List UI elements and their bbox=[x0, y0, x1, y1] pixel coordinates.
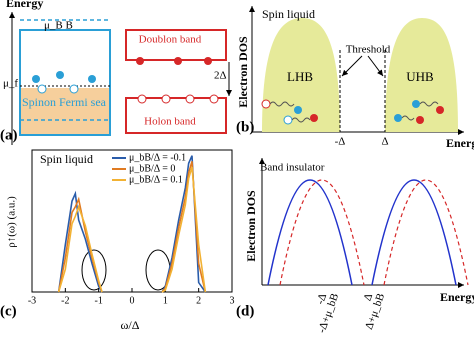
gap-label: 2Δ bbox=[214, 70, 227, 82]
x-label: Energy bbox=[440, 290, 474, 304]
axis-label: Energy bbox=[6, 0, 43, 10]
panel-label: (d) bbox=[236, 303, 254, 319]
panel-d: Band insulator Electron DOS Energy -Δ -Δ… bbox=[236, 158, 474, 335]
holon-label: Holon band bbox=[144, 116, 196, 128]
series-line bbox=[57, 166, 207, 293]
x-label: Energy bbox=[446, 136, 474, 150]
lhb-label: LHB bbox=[287, 69, 313, 84]
x-tick-label: -3 bbox=[28, 295, 36, 306]
panel-a: Energy μ_B B μ_f Spinon Fermi sea Doublo… bbox=[0, 0, 232, 145]
legend-label: μ_bB/Δ = -0.1 bbox=[129, 152, 186, 163]
panel-label: (b) bbox=[236, 119, 254, 135]
panel-c: Spin liquid ρ↑(ω) (a.u.) ω/Δ (c) -3 -2 -1 0… bbox=[0, 149, 235, 332]
legend-label: μ_bB/Δ = 0 bbox=[129, 163, 175, 174]
fermi-label: μ_f bbox=[3, 78, 18, 90]
legend-label: μ_bB/Δ = 0.1 bbox=[129, 174, 183, 185]
panel-title: Band insulator bbox=[260, 162, 325, 174]
tick-label: Δ bbox=[362, 292, 376, 303]
spinon-label: Spinon Fermi sea bbox=[22, 95, 107, 109]
x-tick-label: 3 bbox=[230, 295, 235, 306]
x-tick-label: -2 bbox=[61, 295, 69, 306]
x-tick-label: 0 bbox=[130, 295, 135, 306]
y-label: Electron DOS bbox=[236, 36, 250, 108]
tick-label: -Δ bbox=[335, 136, 346, 148]
y-label: Electron DOS bbox=[244, 190, 258, 262]
x-tick-label: 2 bbox=[196, 295, 201, 306]
panel-b: Threshold Spin liquid Electron DOS Energ… bbox=[236, 6, 474, 150]
zeeman-label: μ_B B bbox=[44, 20, 73, 32]
threshold-label: Threshold bbox=[346, 44, 391, 56]
panel-title: Spin liquid bbox=[262, 7, 315, 21]
x-axis-label: ω/Δ bbox=[121, 318, 140, 332]
y-axis-label: ρ↑(ω) (a.u.) bbox=[6, 196, 18, 248]
doublon-label: Doublon band bbox=[139, 34, 202, 46]
x-tick-label: -1 bbox=[94, 295, 102, 306]
uhb-label: UHB bbox=[406, 69, 434, 84]
tick-label: Δ bbox=[381, 136, 388, 148]
tick-label: -Δ bbox=[314, 292, 329, 306]
panel-label: (c) bbox=[0, 303, 17, 319]
panel-label: (a) bbox=[0, 127, 18, 143]
chart-title: Spin liquid bbox=[40, 152, 93, 166]
x-tick-label: 1 bbox=[163, 295, 168, 306]
